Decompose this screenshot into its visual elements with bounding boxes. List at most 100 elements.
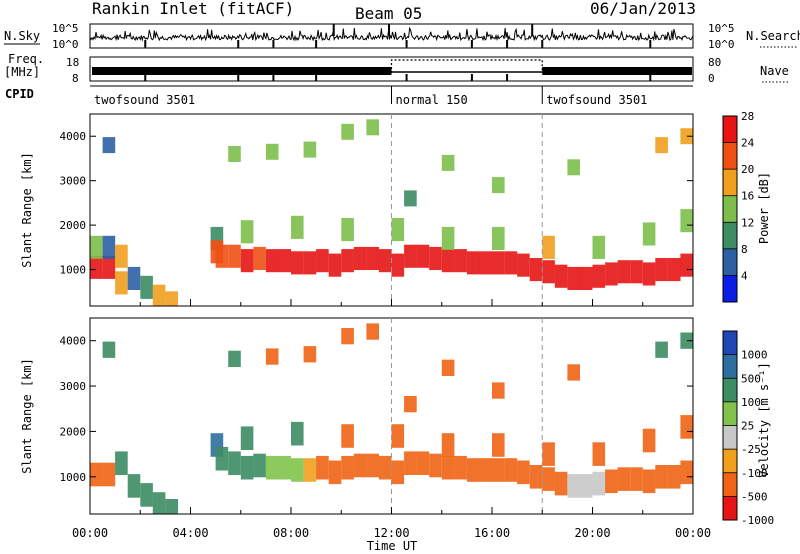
- vel-cbar-swatch-5: [723, 449, 737, 474]
- freq-band-3: [542, 67, 692, 75]
- power-cbar-swatch-5: [723, 248, 737, 276]
- power-cell-34: [492, 251, 505, 275]
- power-cell-32: [466, 251, 480, 275]
- nave-tick-top: 80: [708, 56, 721, 69]
- power-cell-46: [642, 262, 656, 286]
- vel-cell-60: [366, 323, 379, 340]
- power-cell-26: [391, 253, 405, 277]
- power-cell-30: [441, 249, 455, 273]
- nsky-label: N.Sky: [4, 29, 40, 43]
- vel-cell-22: [391, 460, 405, 485]
- x-tick-label-5: 20:00: [574, 526, 610, 540]
- power-cell-7: [140, 275, 153, 299]
- freq-tick-top: 18: [66, 56, 79, 69]
- power-cbar-swatch-2: [723, 169, 737, 197]
- velocity-colorbar-label: Velocity [m s⁻¹]: [757, 362, 771, 478]
- power-cell-56: [542, 235, 555, 259]
- power-cell-63: [341, 123, 354, 140]
- vel-cell-23: [404, 451, 417, 475]
- power-cell-40: [567, 266, 580, 290]
- vel-cell-46: [240, 426, 254, 450]
- power-cell-25: [378, 249, 392, 273]
- x-tick-labels: 00:00 04:00 08:00 12:00 16:00 20:00 00:00: [72, 526, 711, 540]
- power-cell-8: [152, 284, 166, 306]
- vel-cell-12: [265, 455, 279, 480]
- power-cell-64: [366, 119, 379, 136]
- vel-cell-67: [404, 396, 417, 413]
- velocity-ylabel: Slant Range [km]: [20, 358, 34, 474]
- vel-cell-0: [90, 462, 103, 487]
- nave-label: Nave: [760, 64, 789, 78]
- vel-ytick-label-1: 2000: [60, 425, 87, 438]
- vel-cell-65: [102, 341, 116, 358]
- nsearch-tick-bottom: 10^0: [708, 38, 735, 51]
- power-cbar-tick-label-4: 20: [741, 163, 754, 176]
- power-cell-38: [542, 260, 555, 284]
- power-ytick-label-2: 3000: [60, 175, 87, 188]
- vel-cell-16: [316, 455, 329, 480]
- power-cbar-tick-label-3: 16: [741, 190, 754, 203]
- vel-cell-32: [517, 460, 530, 485]
- nsky-tick-bottom: 10^0: [52, 38, 79, 51]
- vel-cell-58: [303, 346, 317, 363]
- cpid-label: CPID: [5, 87, 34, 101]
- power-cell-67: [567, 159, 580, 176]
- vel-cell-62: [680, 332, 693, 349]
- power-cell-17: [278, 249, 291, 273]
- freq-label: Freq.: [8, 52, 44, 66]
- vel-cell-6: [165, 499, 178, 514]
- vel-cell-14: [291, 458, 304, 482]
- power-cbar-tick-label-6: 28: [741, 110, 754, 123]
- vel-cell-51: [492, 433, 505, 457]
- power-cell-1: [102, 255, 116, 279]
- nsky-tick-top: 10^5: [52, 22, 79, 35]
- power-cell-24: [366, 246, 379, 270]
- vel-cell-42: [642, 469, 656, 494]
- vel-cell-44: [667, 465, 681, 489]
- power-colorbar-label: Power [dB]: [757, 172, 771, 244]
- power-cell-45: [630, 260, 643, 284]
- power-cell-20: [316, 249, 329, 273]
- velocity-axes: 1000 2000 3000 4000: [60, 318, 694, 514]
- cpid-segment-label-1: normal 150: [396, 93, 468, 107]
- date-title: 06/Jan/2013: [590, 0, 696, 18]
- vel-cell-66: [492, 382, 505, 399]
- vel-cell-10: [240, 455, 254, 480]
- power-cell-6: [127, 266, 141, 290]
- nsearch-tick-top: 10^5: [708, 22, 735, 35]
- vel-cell-3: [127, 474, 141, 498]
- vel-cbar-tick-label-5: -100: [741, 467, 768, 480]
- vel-cell-5: [152, 492, 166, 514]
- power-cbar-swatch-0: [723, 116, 737, 144]
- x-tick-label-1: 04:00: [172, 526, 208, 540]
- power-cell-28: [416, 244, 430, 268]
- nsearch-label: N.Search: [746, 29, 800, 43]
- freq-tick-bottom: 8: [72, 72, 79, 85]
- x-tick-label-4: 16:00: [474, 526, 510, 540]
- power-cell-23: [353, 246, 367, 270]
- vel-cell-56: [228, 350, 241, 367]
- power-colorbar: 4 8 12 16 20 24 28: [722, 110, 755, 303]
- power-cell-0: [90, 255, 103, 279]
- power-cell-27: [404, 244, 417, 268]
- power-cell-44: [617, 260, 631, 284]
- power-cell-66: [680, 128, 693, 145]
- velocity-data: [90, 323, 693, 514]
- vel-cbar-swatch-2: [723, 378, 737, 403]
- vel-ytick-label-2: 3000: [60, 380, 87, 393]
- power-cell-71: [404, 190, 417, 207]
- vel-cell-30: [492, 458, 505, 482]
- power-cell-31: [454, 249, 467, 273]
- vel-cell-49: [391, 424, 405, 448]
- vel-cell-38: [592, 471, 606, 496]
- vel-cell-9: [228, 451, 241, 475]
- power-cell-53: [391, 218, 405, 242]
- vel-ytick-label-3: 4000: [60, 335, 87, 348]
- power-cell-51: [291, 215, 304, 239]
- vel-cell-13: [278, 455, 291, 480]
- vel-cell-43: [655, 465, 668, 489]
- vel-cbar-swatch-1: [723, 354, 737, 379]
- vel-cell-59: [341, 328, 354, 345]
- nave-trace: [390, 59, 543, 73]
